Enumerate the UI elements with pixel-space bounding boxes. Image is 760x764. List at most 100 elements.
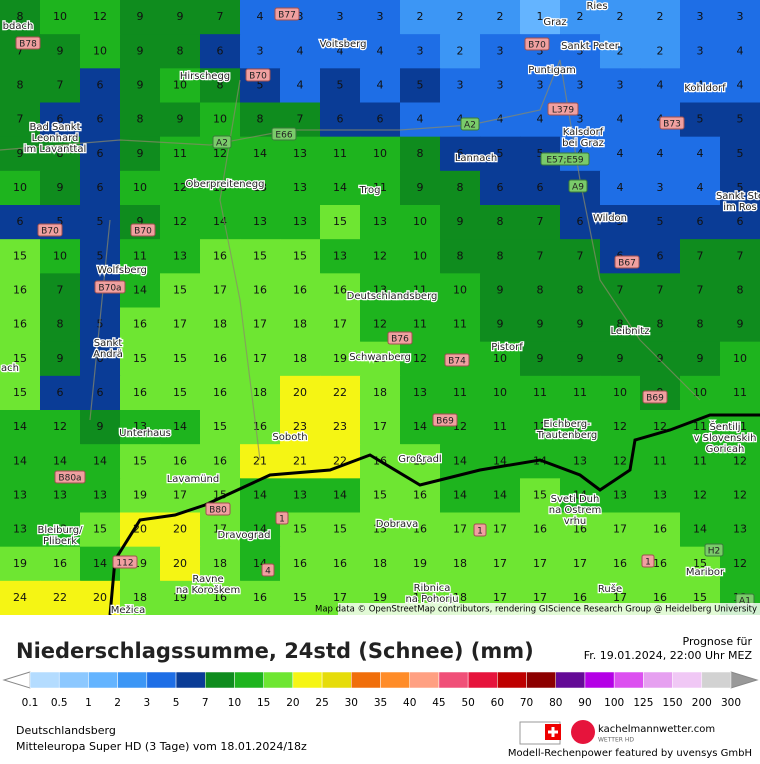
grid-value: 17 (213, 283, 227, 296)
legend-swatch (29, 671, 60, 689)
grid-value: 5 (337, 78, 344, 91)
legend-swatch (584, 671, 615, 689)
road-sign-label: B77 (278, 11, 296, 21)
grid-cell (440, 307, 481, 343)
grid-value: 9 (137, 44, 144, 57)
grid-cell (400, 239, 441, 274)
place-label: Sankt Ste (716, 191, 760, 202)
place-label: Lavamünd (167, 474, 220, 485)
grid-cell (200, 444, 241, 479)
grid-value: 12 (653, 420, 667, 433)
grid-cell (160, 170, 201, 206)
grid-value: 17 (493, 591, 507, 604)
grid-cell (0, 546, 41, 582)
grid-cell (640, 512, 681, 548)
grid-value: 13 (293, 488, 307, 501)
brand: kachelmannwetter.com (598, 724, 715, 735)
grid-value: 5 (257, 78, 264, 91)
grid-value: 20 (293, 386, 307, 399)
forecast-time: Fr. 19.01.2024, 22:00 Uhr MEZ (584, 649, 753, 662)
grid-value: 9 (137, 78, 144, 91)
grid-value: 3 (537, 78, 544, 91)
grid-cell (480, 375, 521, 411)
grid-cell (320, 546, 361, 582)
road-sign-bg (245, 68, 271, 82)
grid-value: 10 (453, 283, 467, 296)
grid-cell (160, 444, 201, 479)
grid-value: 13 (293, 147, 307, 160)
legend-swatch (351, 671, 381, 689)
grid-value: 14 (13, 420, 27, 433)
grid-cell (480, 0, 521, 35)
grid-cell (120, 239, 161, 274)
grid-cell (120, 102, 161, 138)
grid-cell (240, 307, 281, 343)
place-label: Ries (586, 1, 607, 12)
grid-value: 16 (573, 591, 587, 604)
place-label: v Slovenskih (694, 433, 757, 444)
grid-value: 9 (537, 318, 544, 331)
grid-value: 12 (613, 454, 627, 467)
grid-cell (120, 273, 161, 308)
place-label: im Ros (723, 202, 757, 213)
grid-cell (680, 136, 721, 172)
grid-value: 14 (253, 523, 267, 536)
grid-value: 16 (333, 283, 347, 296)
forecast-label: Prognose für (683, 635, 753, 648)
place-label: Kohldorf (684, 83, 726, 94)
grid-cell (320, 410, 361, 445)
grid-cell (640, 205, 681, 240)
grid-value: 10 (53, 249, 67, 262)
grid-value: 11 (133, 249, 147, 262)
grid-cell (400, 444, 441, 479)
grid-value: 4 (297, 44, 304, 57)
grid-value: 3 (497, 44, 504, 57)
grid-value: 17 (253, 352, 267, 365)
grid-cell (360, 102, 401, 138)
grid-cell (40, 239, 81, 274)
grid-value: 18 (373, 557, 387, 570)
grid-value: 2 (617, 10, 624, 23)
grid-value: 13 (93, 488, 107, 501)
grid-value: 15 (253, 249, 267, 262)
grid-cell (200, 512, 241, 548)
road-sign: B80a (54, 470, 86, 484)
legend-tick-label: 30 (345, 697, 358, 709)
grid-cell (240, 341, 281, 377)
road-sign-bg (432, 413, 458, 427)
grid-value: 17 (493, 523, 507, 536)
grid-cell (560, 239, 601, 274)
grid-value: 14 (453, 454, 467, 467)
grid-value: 16 (213, 352, 227, 365)
road-sign-bg (274, 7, 300, 21)
grid-cell (280, 375, 321, 411)
location: Deutschlandsberg (16, 724, 116, 737)
road-sign-bg (15, 36, 41, 50)
grid-value: 8 (497, 249, 504, 262)
grid-value: 11 (573, 420, 587, 433)
grid-value: 11 (333, 147, 347, 160)
grid-value: 7 (17, 44, 24, 57)
grid-value: 12 (613, 420, 627, 433)
grid-cell (640, 239, 681, 274)
grid-value: 10 (53, 10, 67, 23)
legend-tick-label: 45 (432, 697, 445, 709)
grid-cell (0, 136, 41, 172)
grid-cell (640, 273, 681, 308)
grid-cell (280, 546, 321, 582)
grid-value: 19 (133, 488, 147, 501)
grid-value: 13 (613, 488, 627, 501)
grid-cell (640, 34, 681, 69)
grid-cell (240, 170, 281, 206)
grid-value: 13 (253, 215, 267, 228)
road-sign-bg (704, 543, 724, 557)
grid-cell (280, 478, 321, 513)
grid-cell (520, 375, 561, 411)
place-label: na Ostrem (549, 505, 601, 516)
grid-value: 5 (737, 113, 744, 126)
road-sign: A2 (460, 117, 480, 131)
grid-value: 13 (333, 249, 347, 262)
grid-value: 4 (617, 113, 624, 126)
place-label: Wolfsberg (97, 265, 147, 276)
grid-cell (320, 478, 361, 513)
